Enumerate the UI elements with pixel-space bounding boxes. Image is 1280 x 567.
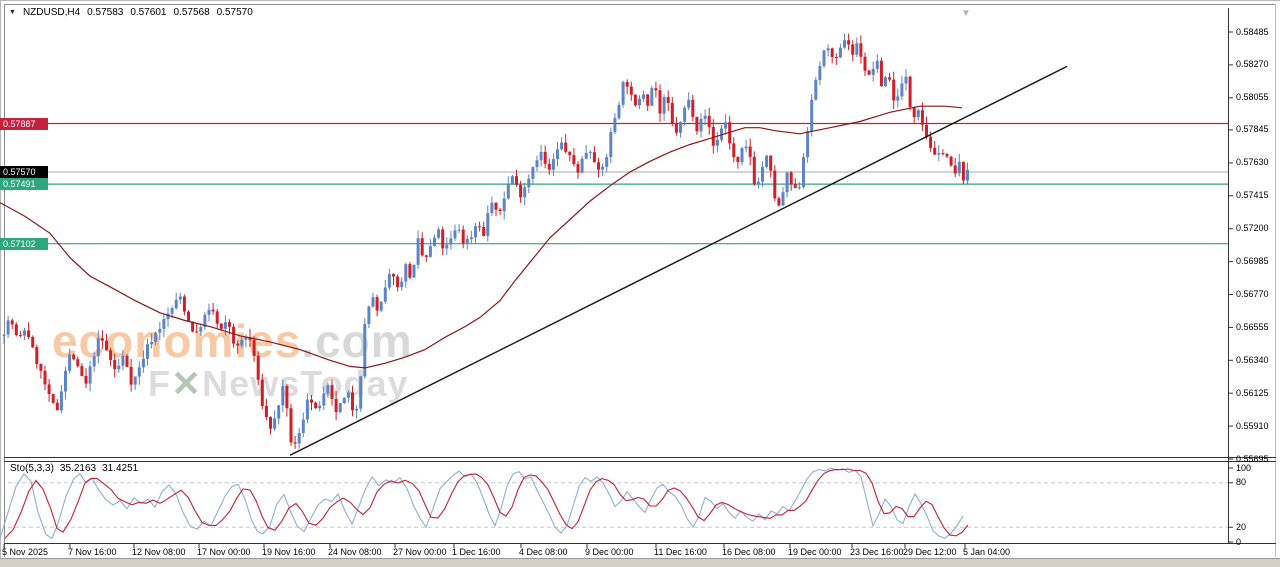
date-tick-label: 19 Dec 00:00 [788,547,842,557]
date-tick-label: 19 Nov 16:00 [262,547,316,557]
price-tick-label: 0.56340 [1236,354,1269,365]
symbol-info-line: ▼ NZDUSD,H4 0.57583 0.57601 0.57568 0.57… [9,7,253,19]
indicator-tick-label: 100 [1236,462,1252,473]
date-tick-label: 4 Dec 08:00 [519,547,568,557]
date-tick-label: 9 Dec 00:00 [585,547,634,557]
date-tick-label: 23 Dec 16:00 [850,547,904,557]
price-tick-label: 0.55695 [1236,453,1269,464]
date-tick-label: 11 Dec 16:00 [654,547,707,557]
quote-open: 0.57583 [87,7,124,18]
price-axis[interactable] [1228,8,1280,544]
date-tick-label: 27 Nov 00:00 [393,547,447,557]
symbol-dropdown-icon[interactable]: ▼ [9,9,16,16]
price-tick-label: 0.58055 [1236,92,1269,103]
price-tick-label: 0.56555 [1236,321,1269,332]
quote-close: 0.57570 [216,7,253,18]
chart-shift-icon[interactable]: ▼ [961,8,971,19]
price-tick-label: 0.56985 [1236,256,1269,267]
price-pane[interactable] [8,8,1228,457]
indicator-tick-label: 0 [1236,536,1242,547]
quote-high: 0.57601 [130,7,167,18]
date-tick-label: 7 Nov 16:00 [68,547,117,557]
date-tick-label: 29 Dec 12:00 [903,547,957,557]
price-tick-label: 0.55910 [1236,420,1269,431]
date-tick-label: 16 Dec 08:00 [722,547,776,557]
price-tick-label: 0.56770 [1236,288,1269,299]
price-tick-label: 0.57415 [1236,190,1269,201]
price-tick-label: 0.57630 [1236,157,1269,168]
price-tick-label: 0.58485 [1236,26,1269,37]
symbol-title: NZDUSD,H4 [22,7,81,18]
price-tick-label: 0.56125 [1236,387,1269,398]
date-tick-label: 1 Dec 16:00 [452,547,501,557]
window-bottom-strip [0,558,1280,567]
watermark-x-glyph: ✕ [171,363,203,404]
quote-low: 0.57568 [173,7,210,18]
date-tick-label: 5 Jan 04:00 [963,547,1011,557]
price-tick-label: 0.57845 [1236,124,1269,135]
date-tick-label: 24 Nov 08:00 [328,547,382,557]
date-tick-label: 5 Nov 2025 [2,547,49,557]
indicator-pane[interactable] [8,462,1228,543]
date-tick-label: 12 Nov 08:00 [132,547,186,557]
indicator-tick-label: 20 [1236,521,1247,532]
indicator-tick-label: 80 [1236,477,1247,488]
date-tick-label: 17 Nov 00:00 [197,547,251,557]
date-axis[interactable] [8,544,1228,557]
price-tick-label: 0.57200 [1236,223,1269,234]
price-tick-label: 0.58270 [1236,59,1269,70]
